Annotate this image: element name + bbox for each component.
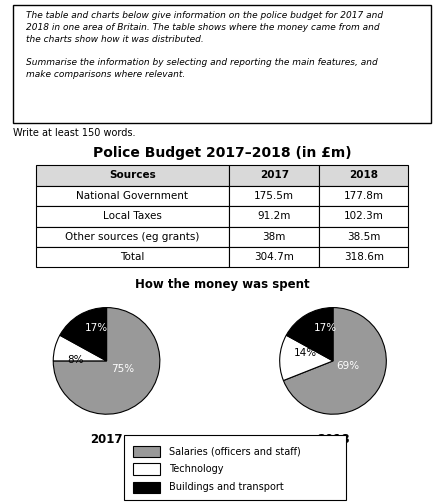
Wedge shape [280, 335, 333, 381]
Text: How the money was spent: How the money was spent [135, 278, 309, 291]
Text: 69%: 69% [336, 361, 359, 371]
Text: Write at least 150 words.: Write at least 150 words. [13, 128, 136, 138]
Bar [133, 463, 160, 475]
Text: 14%: 14% [294, 348, 317, 358]
Wedge shape [53, 307, 160, 414]
Text: Buildings and transport: Buildings and transport [169, 482, 283, 492]
Text: 17%: 17% [313, 323, 337, 333]
Text: Salaries (officers and staff): Salaries (officers and staff) [169, 447, 301, 456]
Bar [133, 446, 160, 457]
Text: 8%: 8% [67, 355, 84, 365]
Text: Police Budget 2017–2018 (in £m): Police Budget 2017–2018 (in £m) [93, 146, 351, 160]
Wedge shape [53, 335, 107, 361]
Wedge shape [60, 307, 107, 361]
Wedge shape [283, 307, 386, 414]
Text: 75%: 75% [111, 364, 134, 374]
Text: Technology: Technology [169, 464, 223, 474]
Text: 2017: 2017 [90, 433, 123, 446]
Text: The table and charts below give information on the police budget for 2017 and
20: The table and charts below give informat… [26, 11, 383, 79]
Text: 17%: 17% [84, 323, 107, 333]
Bar [133, 481, 160, 493]
Text: 2018: 2018 [317, 433, 349, 446]
Wedge shape [286, 307, 333, 361]
